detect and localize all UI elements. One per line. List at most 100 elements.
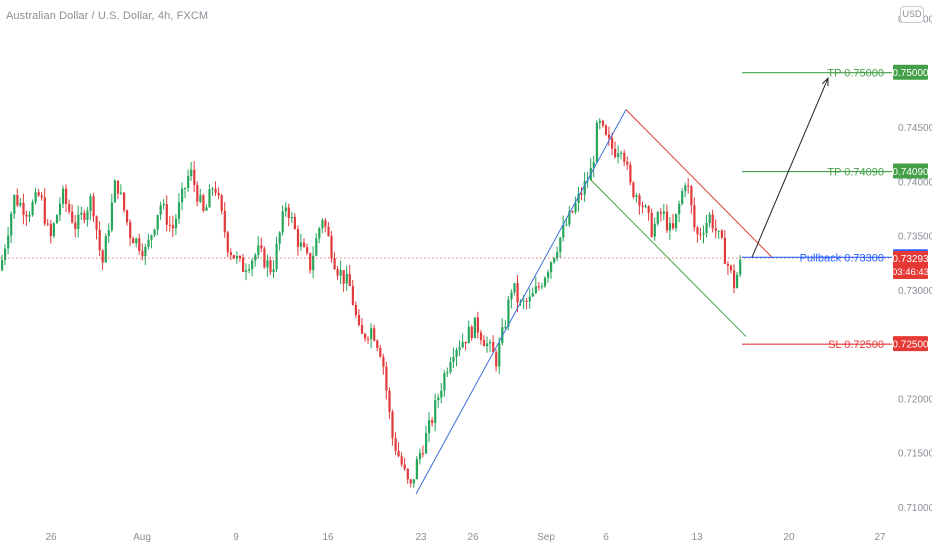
candle-body (400, 456, 403, 465)
candle-body (464, 341, 467, 344)
candle-body (232, 255, 235, 259)
candle-body (659, 212, 662, 214)
candle-body (260, 245, 263, 249)
candle-body (364, 333, 367, 339)
candle-body (595, 122, 598, 163)
candle-body (275, 243, 278, 270)
candle-body (446, 372, 449, 374)
candle-body (486, 343, 489, 346)
current-price-text: 0.73293 (892, 254, 929, 265)
candle-body (641, 205, 644, 207)
candle-body (656, 212, 659, 224)
candle-body (357, 315, 361, 325)
candle-body (309, 253, 312, 271)
candle-body (116, 180, 120, 194)
candle-body (650, 212, 653, 237)
candle-body (238, 256, 242, 258)
candle-body (434, 400, 437, 423)
candle-body (696, 227, 699, 235)
candle-body (687, 185, 690, 187)
candle-body (379, 348, 382, 357)
candle-body (251, 260, 254, 270)
candle-body (55, 215, 59, 224)
candle-body (510, 292, 513, 300)
candle-body (534, 286, 537, 294)
candle-body (604, 125, 608, 135)
x-tick-label: 26 (45, 532, 57, 543)
candle-body (28, 215, 31, 217)
candle-body (354, 305, 357, 315)
x-tick-label: 23 (415, 532, 427, 543)
candle-body (482, 340, 486, 346)
candle-body (629, 164, 632, 183)
candle-body (306, 247, 309, 253)
candle-body (150, 235, 153, 240)
candle-body (461, 341, 464, 348)
uptrend-line (415, 109, 627, 495)
candle-body (601, 120, 605, 126)
candle-body (184, 188, 187, 190)
candle-body (71, 211, 74, 223)
candle-body (153, 229, 156, 236)
candle-body (723, 237, 726, 264)
y-tick-label: 0.73000 (898, 286, 932, 297)
candle-body (360, 325, 364, 334)
candle-body (547, 272, 550, 278)
candle-body (95, 216, 98, 230)
candle-body (242, 257, 245, 272)
candle-body (702, 233, 705, 235)
candle-body (495, 352, 498, 367)
candle-body (699, 234, 702, 236)
x-tick-label: 27 (874, 532, 886, 543)
candle-body (672, 223, 675, 229)
candle-body (89, 196, 92, 211)
level-label: TP 0.75000 (827, 68, 884, 80)
candle-body (226, 232, 229, 253)
y-tick-label: 0.72000 (898, 394, 932, 405)
candle-body (729, 265, 733, 271)
candle-body (647, 206, 650, 213)
candle-body (208, 189, 211, 208)
candle-body (257, 245, 260, 255)
candle-body (174, 218, 178, 229)
candle-body (626, 161, 629, 165)
candle-body (720, 230, 723, 238)
level-label: Pullback 0.73300 (800, 252, 884, 264)
candle-body (351, 286, 354, 305)
candle-body (425, 433, 428, 454)
candle-body (336, 269, 339, 276)
candle-body (193, 169, 196, 185)
candle-body (318, 228, 321, 239)
candle-body (31, 202, 34, 215)
candle-body (507, 299, 510, 327)
candle-body (556, 252, 559, 258)
candle-body (13, 195, 16, 214)
candle-body (403, 464, 406, 469)
candle-body (74, 222, 77, 229)
candle-body (580, 193, 583, 195)
y-tick-label: 0.71000 (898, 503, 932, 514)
candle-body (421, 453, 425, 455)
candle-body (290, 217, 293, 219)
candle-body (675, 213, 678, 229)
candle-body (397, 450, 400, 457)
candle-body (138, 238, 141, 251)
x-tick-label: 6 (603, 532, 609, 543)
candle-body (68, 203, 71, 212)
candle-body (553, 258, 556, 263)
candle-body (223, 210, 226, 233)
candle-body (431, 420, 434, 423)
candle-body (690, 186, 693, 206)
currency-button[interactable]: USD (900, 6, 924, 23)
level-price-tag (893, 163, 928, 179)
candle-body (52, 223, 55, 237)
candle-body (543, 277, 547, 287)
candle-body (693, 205, 696, 228)
candle-body (726, 263, 730, 266)
candle-body (577, 193, 580, 204)
candle-body (196, 184, 199, 202)
candle-body (229, 252, 232, 255)
candle-body (46, 223, 49, 225)
